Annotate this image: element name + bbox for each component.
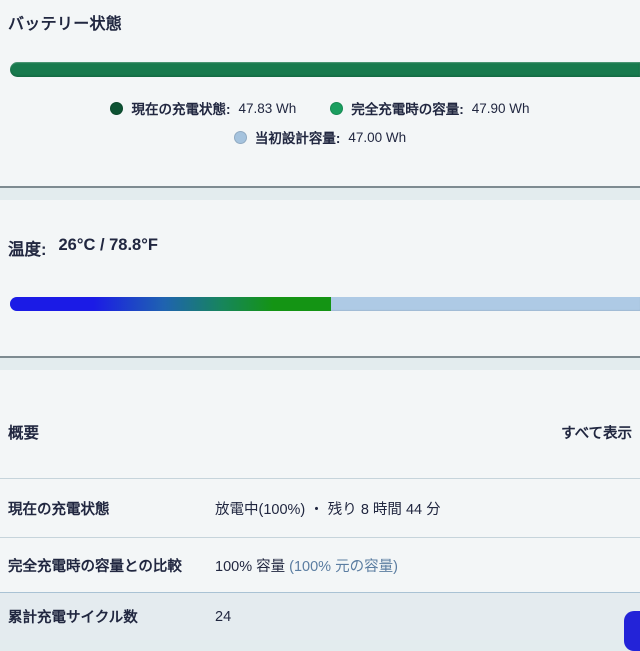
list-item-current-charge-state: 現在の充電状態 放電中(100%) ・ 残り 8 時間 44 分 bbox=[0, 478, 640, 537]
temperature-label: 温度: bbox=[8, 241, 47, 259]
legend-value: 47.90 Wh bbox=[471, 100, 530, 116]
battery-status-card: バッテリー状態 現在の充電状態: 47.83 Wh 完全充電時の容量: 47.9… bbox=[0, 0, 640, 188]
battery-legend: 現在の充電状態: 47.83 Wh 完全充電時の容量: 47.90 Wh 当初設… bbox=[0, 98, 640, 147]
list-item-charge-cycle-count: 累計充電サイクル数 24 bbox=[0, 592, 640, 640]
legend-row: 現在の充電状態: 47.83 Wh 完全充電時の容量: 47.90 Wh bbox=[110, 98, 530, 118]
overview-title: 概要 bbox=[8, 425, 40, 442]
legend-item-full-charge-capacity: 完全充電時の容量: 47.90 Wh bbox=[330, 98, 530, 118]
temperature-line: 温度: 26°C / 78.8°F bbox=[8, 236, 158, 260]
row-value: 放電中(100%) ・ 残り 8 時間 44 分 bbox=[215, 501, 441, 518]
legend-label: 完全充電時の容量: bbox=[351, 102, 464, 117]
legend-label: 当初設計容量: bbox=[254, 131, 341, 146]
overview-header: 概要 すべて表示 bbox=[0, 414, 640, 450]
design-capacity-dot-icon bbox=[233, 130, 247, 144]
temperature-gauge-fill bbox=[10, 297, 332, 311]
corner-accent-button[interactable] bbox=[624, 611, 640, 651]
page-title: バッテリー状態 bbox=[8, 16, 123, 33]
legend-value: 47.00 Wh bbox=[348, 129, 407, 145]
overview-card: 概要 すべて表示 現在の充電状態 放電中(100%) ・ 残り 8 時間 44 … bbox=[0, 370, 640, 640]
row-value: 24 bbox=[215, 608, 232, 625]
current-charge-dot-icon bbox=[110, 101, 124, 115]
battery-charge-bar bbox=[10, 62, 640, 77]
temperature-gauge-track bbox=[10, 297, 640, 311]
row-value: 100% 容量 (100% 元の容量) bbox=[215, 558, 398, 575]
temperature-value: 26°C / 78.8°F bbox=[58, 236, 158, 254]
temperature-card: 温度: 26°C / 78.8°F bbox=[0, 200, 640, 358]
legend-label: 現在の充電状態: bbox=[131, 102, 231, 117]
overview-list: 現在の充電状態 放電中(100%) ・ 残り 8 時間 44 分 完全充電時の容… bbox=[0, 478, 640, 640]
row-label: 累計充電サイクル数 bbox=[8, 610, 138, 626]
list-item-full-charge-comparison: 完全充電時の容量との比較 100% 容量 (100% 元の容量) bbox=[0, 537, 640, 592]
row-label: 現在の充電状態 bbox=[8, 501, 110, 518]
legend-item-design-capacity: 当初設計容量: 47.00 Wh bbox=[233, 127, 407, 147]
legend-row: 当初設計容量: 47.00 Wh bbox=[233, 127, 407, 147]
legend-item-current-charge: 現在の充電状態: 47.83 Wh bbox=[110, 98, 296, 118]
legend-value: 47.83 Wh bbox=[238, 100, 297, 116]
full-charge-dot-icon bbox=[330, 101, 344, 115]
row-label: 完全充電時の容量との比較 bbox=[8, 558, 182, 575]
show-all-button[interactable]: すべて表示 bbox=[561, 422, 632, 443]
